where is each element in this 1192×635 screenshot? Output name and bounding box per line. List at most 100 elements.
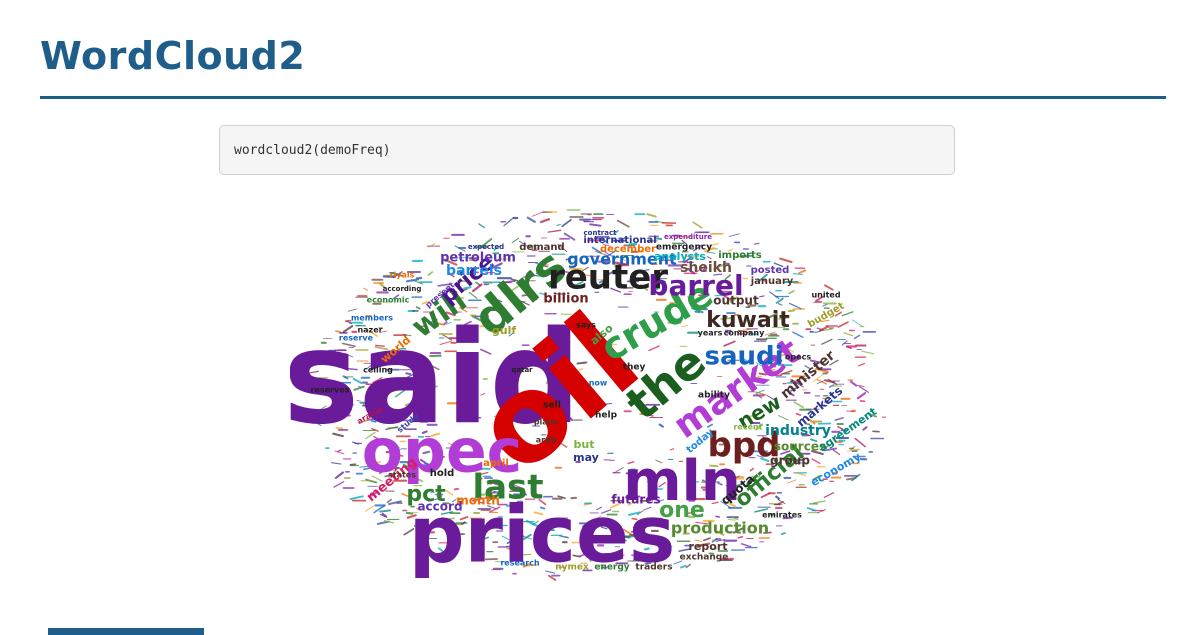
filler-mark [815, 367, 829, 373]
filler-mark [780, 369, 793, 376]
filler-mark [330, 388, 341, 394]
filler-mark [436, 322, 445, 326]
filler-mark [360, 418, 371, 424]
filler-mark [731, 516, 739, 521]
filler-mark [653, 277, 666, 283]
filler-mark [641, 412, 654, 417]
filler-mark [812, 500, 826, 504]
filler-mark [557, 243, 568, 253]
filler-mark [480, 348, 492, 355]
cloud-word-prices: prices [409, 490, 676, 580]
filler-mark [523, 274, 537, 278]
filler-mark [732, 475, 740, 481]
filler-mark [809, 330, 816, 333]
filler-mark [820, 319, 830, 322]
filler-mark [673, 560, 683, 565]
filler-mark [414, 385, 428, 392]
filler-mark [344, 319, 352, 322]
filler-mark [445, 311, 456, 317]
filler-mark [614, 536, 627, 542]
filler-mark [733, 482, 745, 488]
cloud-word-but: but [574, 438, 595, 451]
filler-mark [605, 250, 617, 258]
filler-mark [687, 515, 696, 519]
filler-mark [715, 515, 721, 518]
filler-mark [615, 255, 626, 261]
filler-mark [451, 499, 457, 503]
filler-mark [438, 547, 450, 558]
cloud-word-barrel: barrel [648, 269, 743, 302]
filler-mark [352, 377, 363, 385]
filler-mark [457, 270, 462, 274]
filler-mark [539, 506, 546, 510]
cloud-word-opecs: opecs [785, 353, 811, 362]
filler-mark [717, 482, 723, 486]
filler-mark [334, 471, 344, 479]
filler-mark [424, 409, 434, 415]
filler-mark [694, 310, 701, 314]
filler-mark [492, 482, 503, 487]
filler-mark [481, 311, 488, 314]
cloud-word-opec: opec [362, 417, 522, 487]
filler-mark [547, 229, 562, 233]
filler-mark [725, 331, 732, 334]
filler-mark [643, 506, 652, 511]
cloud-word-economic: economic [367, 296, 410, 305]
filler-mark [477, 471, 489, 476]
filler-mark [600, 238, 609, 245]
filler-mark [706, 251, 716, 254]
filler-mark [375, 344, 385, 347]
filler-mark [372, 377, 383, 384]
filler-mark [702, 537, 711, 542]
filler-mark [788, 290, 795, 295]
filler-mark [525, 519, 538, 527]
title-divider [40, 96, 1166, 99]
filler-mark [790, 387, 798, 392]
filler-mark [598, 278, 606, 284]
filler-mark [846, 450, 851, 452]
filler-mark [654, 237, 663, 240]
filler-mark [522, 533, 532, 541]
filler-mark [578, 368, 584, 371]
cloud-word-pct: pct [406, 482, 446, 507]
filler-mark [610, 537, 619, 541]
filler-mark [824, 442, 834, 449]
filler-words [299, 209, 887, 581]
filler-mark [727, 519, 736, 521]
filler-mark [309, 370, 319, 374]
filler-mark [394, 389, 406, 398]
filler-mark [459, 306, 468, 313]
filler-mark [777, 499, 786, 505]
filler-mark [393, 294, 400, 300]
filler-mark [740, 328, 753, 331]
cloud-word-they: they [623, 363, 646, 373]
cloud-word-may: may [573, 451, 599, 464]
cloud-word-energy: energy [594, 563, 629, 573]
filler-mark [463, 286, 472, 290]
cloud-word-bpd: bpd [707, 426, 780, 466]
filler-mark [379, 397, 384, 401]
cloud-word-mln: mln [623, 449, 740, 514]
filler-mark [632, 526, 641, 529]
filler-mark [610, 287, 621, 293]
filler-mark [406, 371, 419, 378]
filler-mark [578, 552, 587, 558]
filler-mark [773, 262, 784, 268]
cloud-word-qatar: qatar [511, 366, 533, 374]
filler-mark [823, 400, 831, 403]
filler-mark [809, 359, 823, 364]
filler-mark [759, 295, 765, 298]
filler-mark [606, 268, 619, 276]
cloud-word-says: says [576, 321, 596, 330]
filler-mark [576, 361, 588, 365]
filler-mark [373, 435, 385, 443]
filler-mark [480, 238, 493, 248]
filler-mark [821, 338, 833, 345]
filler-mark [422, 450, 431, 455]
cloud-word-imports: imports [718, 250, 762, 261]
filler-mark [798, 269, 807, 274]
cloud-word-accord: accord [417, 500, 462, 514]
filler-mark [466, 405, 472, 409]
filler-mark [349, 463, 357, 466]
